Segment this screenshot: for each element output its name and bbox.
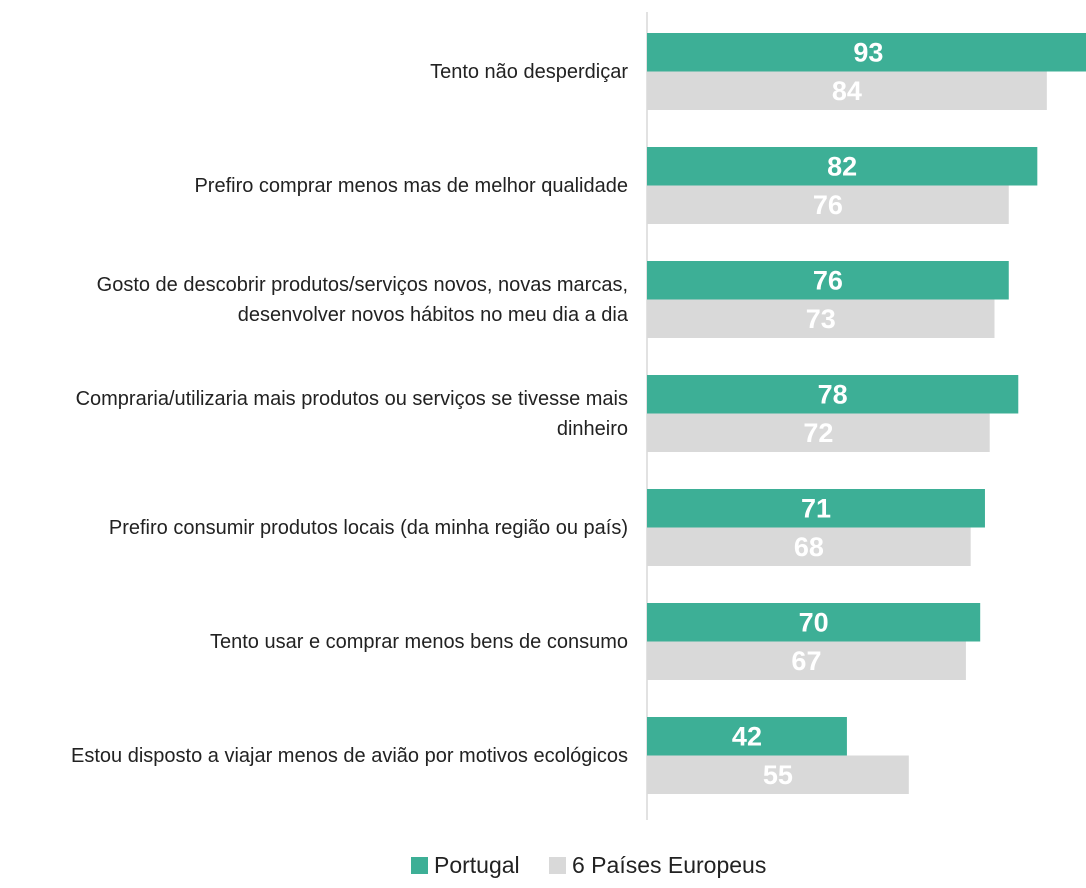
bar — [647, 147, 1038, 186]
bar — [647, 33, 1086, 72]
bar — [647, 261, 1009, 300]
bar — [647, 185, 1009, 224]
bar — [647, 755, 909, 794]
value-label: 42 — [732, 721, 762, 751]
category-label: Tento usar e comprar menos bens de consu… — [210, 630, 628, 653]
bar — [647, 71, 1047, 110]
bar — [647, 413, 990, 452]
category-label: Prefiro comprar menos mas de melhor qual… — [194, 174, 628, 197]
bar — [647, 375, 1019, 414]
value-label: 73 — [806, 304, 836, 334]
category-label: Compraria/utilizaria mais produtos ou se… — [75, 387, 628, 440]
value-label: 93 — [853, 37, 883, 67]
value-label: 82 — [827, 151, 857, 181]
legend-label: Portugal — [434, 852, 520, 878]
bar — [647, 603, 981, 642]
value-label: 76 — [813, 190, 843, 220]
bar — [647, 489, 985, 528]
bar — [647, 641, 966, 680]
value-label: 71 — [801, 493, 831, 523]
value-label: 55 — [763, 760, 793, 790]
legend-item: 6 Países Europeus — [549, 852, 766, 879]
value-label: 76 — [813, 265, 843, 295]
value-label: 67 — [791, 646, 821, 676]
value-label: 68 — [794, 532, 824, 562]
bar — [647, 717, 847, 756]
bar — [647, 527, 971, 566]
category-label: Gosto de descobrir produtos/serviços nov… — [96, 273, 628, 326]
category-label: Prefiro consumir produtos locais (da min… — [108, 516, 628, 539]
category-label: Tento não desperdiçar — [430, 60, 628, 83]
value-label: 84 — [832, 76, 862, 106]
value-label: 70 — [799, 607, 829, 637]
value-label: 72 — [803, 418, 833, 448]
bar — [647, 299, 995, 338]
category-label: Estou disposto a viajar menos de avião p… — [71, 744, 628, 767]
legend-swatch — [411, 857, 428, 874]
legend-item: Portugal — [411, 852, 520, 879]
legend-swatch — [549, 857, 566, 874]
value-label: 78 — [818, 379, 848, 409]
legend-label: 6 Países Europeus — [572, 852, 767, 878]
